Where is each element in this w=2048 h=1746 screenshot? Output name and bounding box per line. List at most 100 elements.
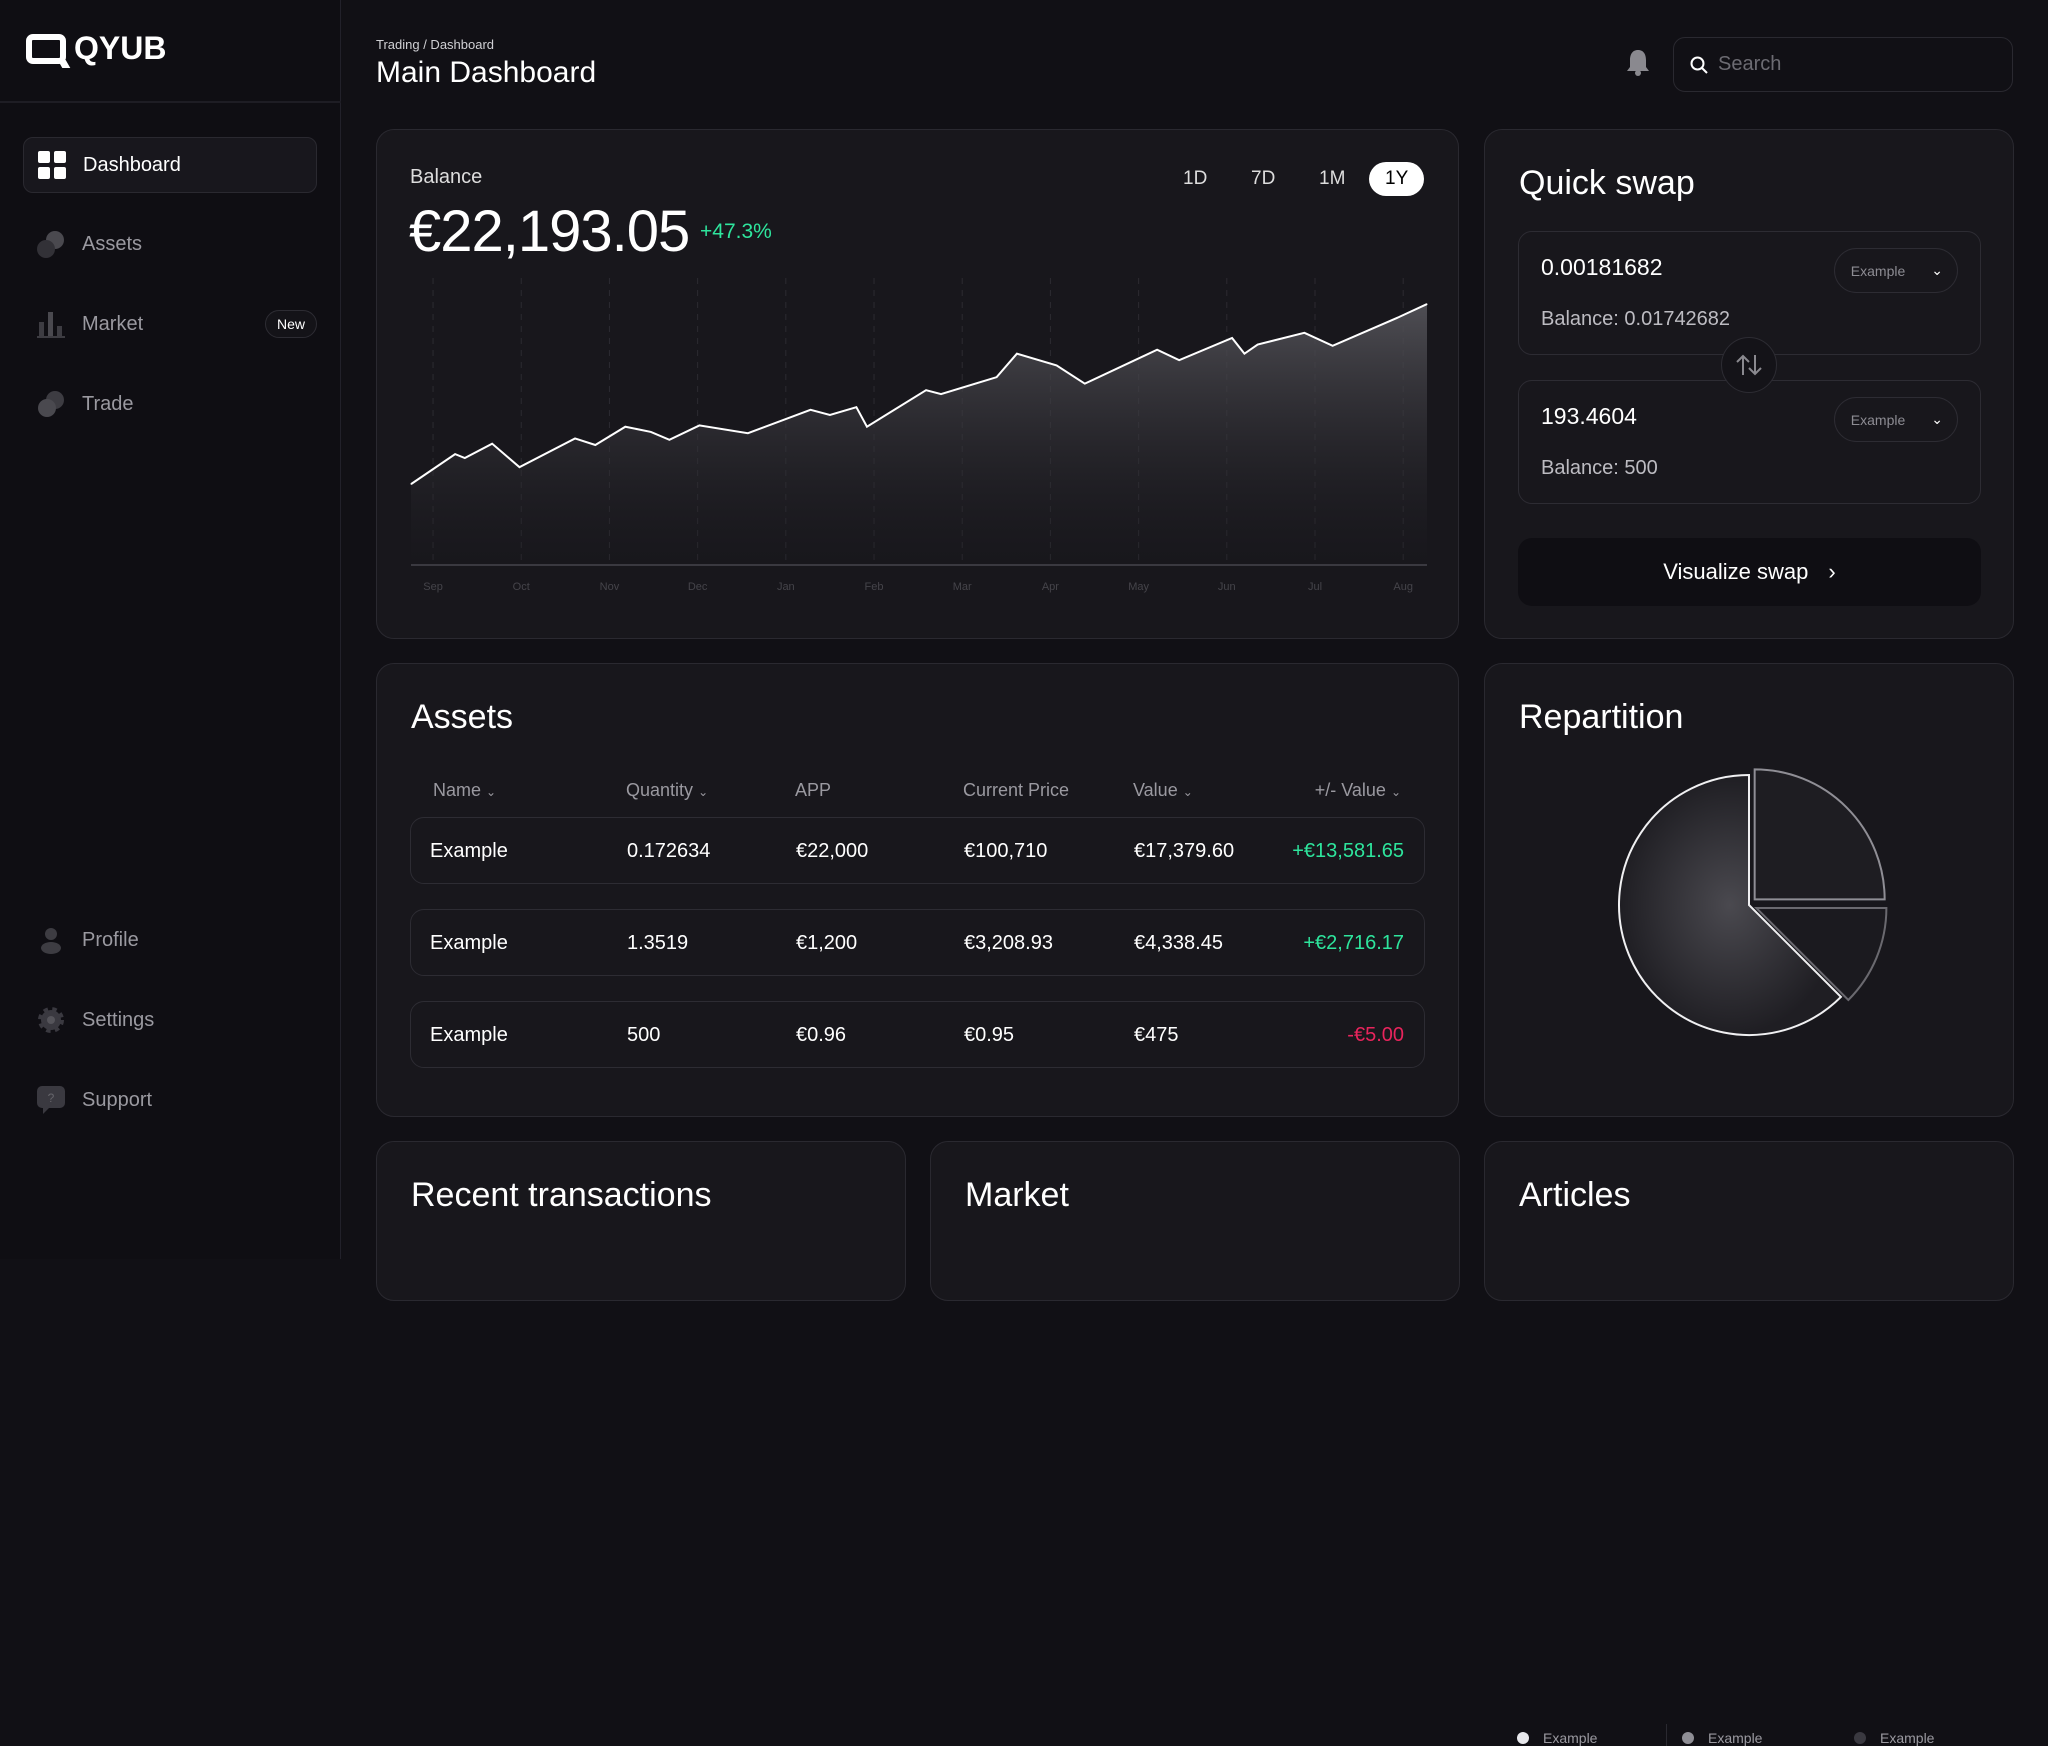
chevron-right-icon: › <box>1828 559 1836 584</box>
repartition-card: Repartition Example Example Example <box>1484 663 2014 1746</box>
gear-icon <box>38 1007 64 1033</box>
column-header[interactable]: APP <box>795 780 831 801</box>
column-header[interactable]: Quantity ⌄ <box>626 780 708 801</box>
balance-change: +47.3% <box>700 220 772 243</box>
sidebar-item-dashboard[interactable]: Dashboard <box>23 137 317 193</box>
sidebar-item-assets[interactable]: Assets <box>23 216 317 272</box>
data-point <box>1257 344 1259 346</box>
legend-dot <box>1682 1732 1694 1744</box>
data-point <box>855 406 857 408</box>
x-tick-label: Dec <box>688 581 708 593</box>
pie-slice[interactable] <box>1753 768 1886 901</box>
logo[interactable]: QYUB <box>26 30 166 67</box>
data-point <box>829 414 831 416</box>
swap-from-box: 0.00181682 Balance: 0.01742682 Example ⌄ <box>1518 231 1981 355</box>
range-1m[interactable]: 1M <box>1319 168 1346 189</box>
data-point <box>454 453 456 455</box>
column-header[interactable]: Value ⌄ <box>1133 780 1193 801</box>
legend-label: Example <box>1708 1730 1763 1746</box>
swap-to-box: 193.4604 Balance: 500 Example ⌄ <box>1518 380 1981 504</box>
sidebar-item-label: Assets <box>82 232 143 255</box>
swap-to-token-select[interactable]: Example ⌄ <box>1833 397 1958 442</box>
cell-value: €17,379.60 <box>1134 840 1235 862</box>
data-point <box>1156 349 1158 351</box>
column-header-label: Name <box>433 780 482 800</box>
column-header[interactable]: Name ⌄ <box>433 780 496 801</box>
cell-change: +€2,716.17 <box>1303 932 1404 954</box>
x-tick-label: Jun <box>1218 581 1236 593</box>
legend-dot <box>1854 1732 1866 1744</box>
data-point <box>1084 383 1086 385</box>
range-1y[interactable]: 1Y <box>1369 162 1425 196</box>
sidebar-item-market[interactable]: Market New <box>23 296 317 352</box>
swap-from-amount[interactable]: 0.00181682 <box>1541 254 1663 280</box>
bell-icon[interactable] <box>1626 48 1650 76</box>
cell-quantity: 1.3519 <box>627 932 689 954</box>
token-label: Example <box>1850 411 1906 428</box>
data-point <box>574 437 576 439</box>
swap-direction-button[interactable] <box>1721 337 1777 393</box>
column-header[interactable]: Current Price <box>963 780 1069 801</box>
data-point <box>491 443 493 445</box>
logo-icon <box>26 33 66 64</box>
assets-card: Assets <box>376 663 1459 1117</box>
column-header[interactable]: +/- Value ⌄ <box>1315 780 1401 801</box>
market-card: Market <box>930 1141 1460 1301</box>
range-1d[interactable]: 1D <box>1183 168 1208 189</box>
data-point <box>1303 332 1305 334</box>
balance-chart: Sep Oct Nov Dec Jan Feb Mar Apr May Jun Jul Aug <box>410 278 1428 593</box>
data-point <box>594 444 596 446</box>
visualize-swap-button[interactable]: Visualize swap › <box>1518 538 1981 606</box>
column-header-label: +/- Value <box>1314 780 1386 800</box>
pie-slice[interactable] <box>1753 907 1888 1002</box>
sidebar-item-support[interactable]: ? Support <box>23 1072 317 1128</box>
visualize-swap-label: Visualize swap <box>1663 559 1809 584</box>
data-point <box>410 483 412 485</box>
divider <box>0 101 341 103</box>
sort-chevron-icon: ⌄ <box>1390 785 1401 799</box>
pie-slice[interactable] <box>1618 773 1843 1036</box>
range-7d[interactable]: 7D <box>1251 168 1276 189</box>
sidebar-item-trade[interactable]: Trade <box>23 376 317 432</box>
x-tick-label: Oct <box>513 581 530 593</box>
sidebar: QYUB Dashboard Assets Market New Trade P… <box>0 0 341 1259</box>
trade-icon <box>38 391 64 417</box>
sidebar-item-label: Settings <box>82 1008 155 1031</box>
data-point <box>1426 303 1428 305</box>
breadcrumb[interactable]: Trading / Dashboard <box>376 37 495 52</box>
balance-card: Balance €22,193.05 +47.3% 1D 7D 1M 1Y Se… <box>376 129 1459 639</box>
cell-name: Example <box>430 840 508 862</box>
sidebar-item-profile[interactable]: Profile <box>23 912 317 968</box>
sidebar-item-settings[interactable]: Settings <box>23 992 317 1048</box>
user-icon <box>41 928 61 954</box>
data-point <box>940 393 942 395</box>
column-header-label: Current Price <box>963 780 1070 800</box>
x-tick-label: May <box>1128 581 1149 593</box>
data-point <box>1243 353 1245 355</box>
cell-name: Example <box>430 1024 508 1046</box>
cell-quantity: 500 <box>627 1024 661 1046</box>
bar-chart-icon <box>37 312 65 338</box>
search-input[interactable]: Search <box>1673 37 2013 92</box>
sort-chevron-icon: ⌄ <box>698 785 709 799</box>
legend-dot <box>1517 1732 1529 1744</box>
sort-chevron-icon: ⌄ <box>486 785 497 799</box>
data-point <box>650 431 652 433</box>
repartition-title: Repartition <box>1519 698 1684 736</box>
data-point <box>925 389 927 391</box>
swap-to-amount[interactable]: 193.4604 <box>1541 403 1637 429</box>
legend-item: Example <box>1682 1730 1762 1746</box>
cell-value: €4,338.45 <box>1134 932 1223 954</box>
swap-from-token-select[interactable]: Example ⌄ <box>1833 248 1958 293</box>
data-point <box>866 426 868 428</box>
data-point <box>747 432 749 434</box>
table-row[interactable]: Example 1.3519 €1,200 €3,208.93 €4,338.45 +€2… <box>410 909 1425 976</box>
coins-icon <box>37 231 64 258</box>
grid-icon <box>38 151 66 179</box>
x-tick-label: Nov <box>600 581 620 593</box>
cell-current-price: €3,208.93 <box>964 932 1053 954</box>
x-tick-label: Apr <box>1042 581 1059 593</box>
table-row[interactable]: Example 0.172634 €22,000 €100,710 €17,379.60… <box>410 817 1425 884</box>
table-row[interactable]: Example 500 €0.96 €0.95 €475 -€5.00 <box>410 1001 1425 1068</box>
swap-arrows-icon <box>1736 354 1762 376</box>
